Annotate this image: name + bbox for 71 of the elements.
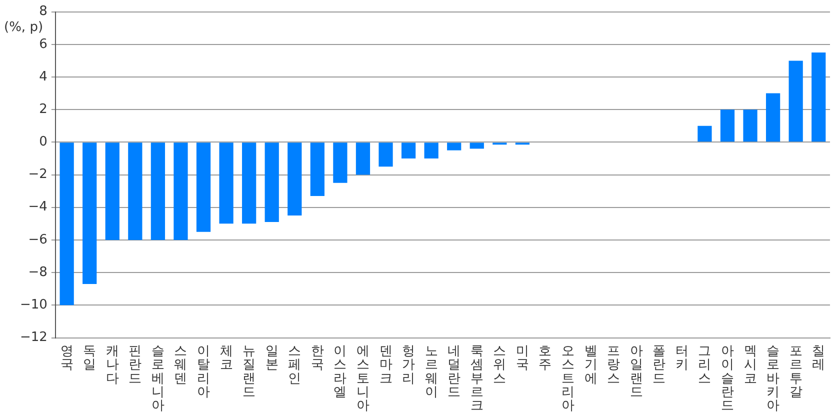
bar	[766, 93, 780, 142]
y-tick-label: 2	[39, 102, 48, 117]
bar	[60, 142, 74, 306]
x-tick-label: 슬로바키아	[766, 344, 780, 414]
y-tick-label: −12	[20, 330, 48, 346]
y-tick-label: 6	[39, 36, 48, 52]
bar	[128, 142, 142, 240]
bar	[401, 142, 416, 158]
y-tick-label: −8	[28, 264, 48, 280]
bar	[310, 142, 324, 196]
bar	[720, 110, 735, 142]
y-tick-label: 0	[39, 134, 48, 150]
y-tick-label: −2	[28, 167, 48, 182]
x-tick-label: 아일랜드	[630, 344, 643, 400]
bar	[698, 126, 712, 142]
y-tick-label: −6	[28, 232, 48, 248]
x-tick-label: 스웨덴	[174, 344, 188, 386]
x-tick-label: 덴마크	[379, 344, 392, 386]
x-tick-label: 에스토니아	[356, 344, 370, 414]
bar	[424, 142, 438, 158]
x-tick-label: 멕시코	[744, 344, 757, 386]
bar	[470, 142, 484, 149]
x-tick-label: 노르웨이	[424, 344, 438, 400]
x-tick-label: 칠레	[812, 344, 826, 373]
x-tick-label: 한국	[310, 344, 324, 373]
x-tick-label: 오스트리아	[562, 344, 575, 414]
bar	[242, 142, 256, 224]
bar	[82, 142, 97, 284]
bar	[150, 142, 166, 240]
x-tick-label: 프랑스	[607, 344, 620, 386]
bar	[743, 110, 758, 142]
x-tick-label: 이탈리아	[197, 344, 210, 400]
bar	[788, 60, 803, 142]
x-tick-label: 스페인	[288, 344, 302, 386]
x-tick-label: 벨기에	[584, 344, 598, 386]
bar	[812, 52, 826, 142]
x-tick-label: 스위스	[493, 344, 506, 386]
x-tick-label: 네덜란드	[448, 344, 461, 400]
x-tick-label: 캐나다	[106, 344, 119, 386]
bar	[264, 142, 279, 222]
x-tick-label: 터키	[675, 344, 688, 373]
bar	[356, 142, 370, 175]
x-tick-label: 일본	[265, 344, 278, 373]
x-tick-label: 룩셈부르크	[470, 344, 484, 414]
x-tick-label: 포르투갈	[789, 344, 802, 400]
bar	[333, 142, 348, 183]
x-tick-label: 체코	[220, 344, 233, 373]
x-tick-label: 미국	[516, 344, 529, 373]
x-tick-label: 그리스	[698, 344, 712, 386]
y-tick-label: 4	[39, 69, 48, 84]
y-tick-label: 8	[39, 4, 48, 20]
bar	[219, 142, 234, 224]
y-tick-label: −4	[28, 200, 48, 215]
y-tick-label: −10	[20, 298, 48, 313]
x-tick-label: 이스라엘	[334, 344, 347, 400]
x-tick-label: 폴란드	[652, 344, 666, 386]
bar	[447, 142, 462, 150]
x-tick-label: 헝가리	[402, 344, 416, 386]
bar	[105, 142, 120, 240]
bar	[288, 142, 302, 216]
x-tick-label: 핀란드	[128, 344, 142, 386]
x-tick-label: 아이슬란드	[720, 344, 734, 414]
y-axis-title: (%, p)	[4, 20, 44, 36]
bar	[196, 142, 211, 232]
bar	[378, 142, 393, 167]
x-tick-label: 뉴질랜드	[242, 344, 256, 400]
x-tick-label: 영국	[60, 344, 74, 373]
x-tick-label: 독일	[83, 344, 96, 373]
x-tick-label: 호주	[538, 344, 552, 373]
bar	[174, 142, 188, 240]
x-tick-label: 슬로베니아	[151, 344, 164, 414]
